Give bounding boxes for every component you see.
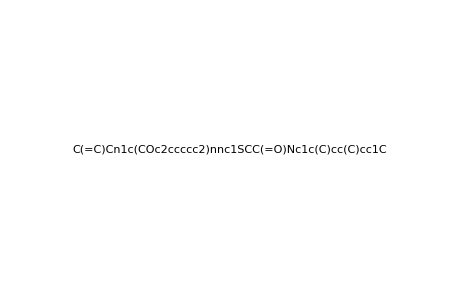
- Text: C(=C)Cn1c(COc2ccccc2)nnc1SCC(=O)Nc1c(C)cc(C)cc1C: C(=C)Cn1c(COc2ccccc2)nnc1SCC(=O)Nc1c(C)c…: [73, 145, 386, 155]
